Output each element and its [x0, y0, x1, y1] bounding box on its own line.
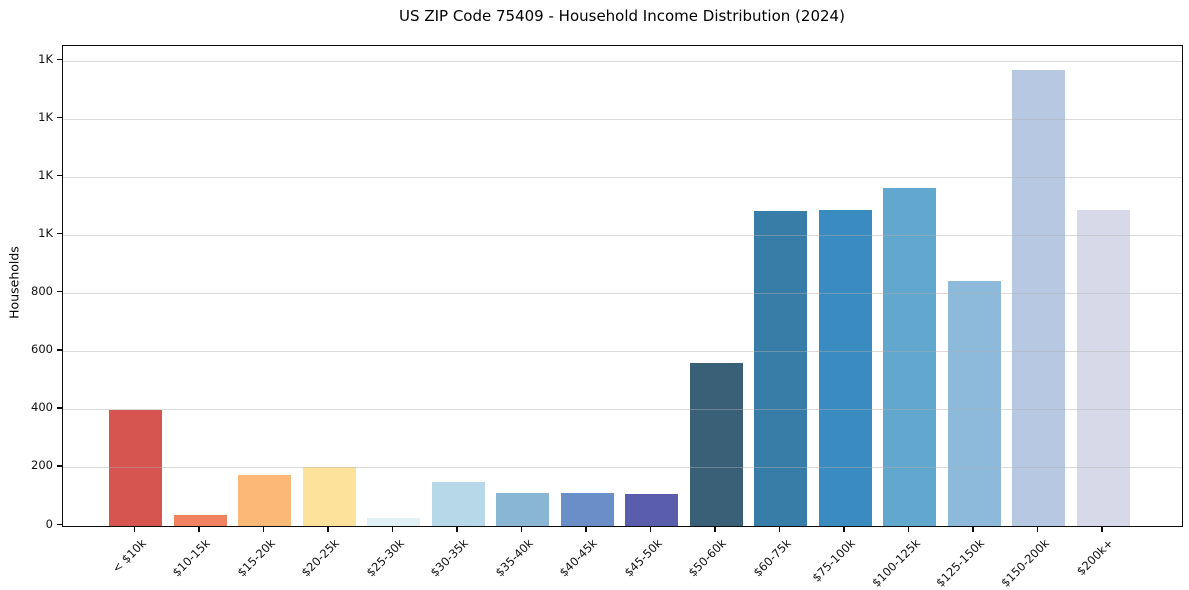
x-tick-label: < $10k [108, 536, 149, 576]
y-tick-mark [57, 233, 62, 235]
x-tick-mark [327, 527, 329, 532]
y-tick-mark [57, 117, 62, 119]
y-tick-label: 800 [31, 284, 53, 299]
y-axis-label: Households [6, 246, 22, 319]
x-tick-label: $30-35k [427, 536, 471, 580]
gridline-1200 [63, 176, 1182, 178]
x-tick-label: $10-15k [169, 536, 213, 580]
y-tick-label: 600 [31, 342, 53, 357]
bar-15 [1076, 209, 1130, 526]
bar-12 [883, 187, 936, 526]
x-tick-label: $100-125k [868, 536, 923, 590]
x-tick-mark [972, 527, 974, 532]
bar-10 [754, 211, 807, 526]
gridline-1400 [63, 118, 1182, 120]
gridline-800 [63, 292, 1182, 294]
y-tick-label: 1K [38, 110, 53, 125]
x-tick-label: $150-200k [997, 536, 1052, 590]
x-tick-mark [262, 527, 265, 532]
y-tick-mark [57, 407, 62, 409]
bar-7 [560, 492, 614, 526]
x-tick-mark [714, 527, 716, 532]
bar-3 [302, 466, 356, 526]
x-tick-label: $200k+ [1073, 536, 1116, 579]
x-tick-mark [1101, 527, 1103, 532]
y-tick-mark [57, 291, 62, 293]
bar-1 [173, 514, 227, 526]
x-tick-label: $50-60k [685, 536, 729, 580]
gridline-400 [63, 408, 1182, 410]
x-tick-label: $35-40k [491, 536, 536, 580]
x-tick-label: $20-25k [298, 536, 342, 580]
x-tick-label: $45-50k [620, 536, 665, 580]
gridline-600 [63, 350, 1182, 352]
x-tick-label: $15-20k [233, 536, 278, 580]
y-tick-mark [57, 465, 62, 467]
x-tick-mark [391, 527, 394, 532]
x-tick-mark [585, 527, 587, 532]
y-tick-mark [57, 349, 62, 351]
y-tick-label: 1K [38, 226, 53, 241]
x-tick-label: $75-100k [809, 536, 858, 585]
bar-6 [496, 493, 549, 526]
bar-5 [431, 482, 485, 526]
bar-9 [689, 363, 743, 526]
gridline-200 [63, 466, 1182, 468]
x-tick-mark [520, 527, 523, 532]
x-tick-label: $60-75k [749, 536, 794, 580]
y-tick-label: 0 [45, 516, 53, 531]
y-tick-mark [57, 59, 62, 61]
plot-area [62, 45, 1183, 527]
bar-2 [238, 475, 291, 526]
x-tick-label: $40-45k [556, 536, 600, 580]
bar-14 [1012, 70, 1065, 526]
gridline-1600 [63, 60, 1182, 62]
bar-8 [625, 494, 678, 526]
x-tick-label: $125-150k [933, 536, 987, 590]
x-tick-mark [843, 527, 845, 532]
bar-4 [367, 517, 420, 526]
y-tick-label: 200 [31, 458, 53, 473]
x-tick-mark [133, 527, 136, 532]
y-tick-mark [57, 175, 62, 177]
y-tick-mark [57, 523, 62, 525]
x-tick-mark [649, 527, 652, 532]
x-tick-mark [198, 527, 200, 532]
x-tick-mark [1036, 527, 1039, 532]
bar-11 [818, 209, 872, 526]
y-tick-label: 1K [38, 168, 53, 183]
bar-13 [947, 280, 1001, 526]
gridline-1000 [63, 234, 1182, 236]
y-tick-label: 1K [38, 52, 53, 66]
x-tick-mark [456, 527, 458, 532]
x-tick-mark [907, 527, 910, 532]
x-tick-label: $25-30k [362, 536, 407, 580]
x-tick-mark [778, 527, 781, 532]
y-tick-label: 400 [31, 400, 53, 415]
chart-title: US ZIP Code 75409 - Household Income Dis… [399, 7, 845, 25]
bar-0 [109, 409, 162, 526]
